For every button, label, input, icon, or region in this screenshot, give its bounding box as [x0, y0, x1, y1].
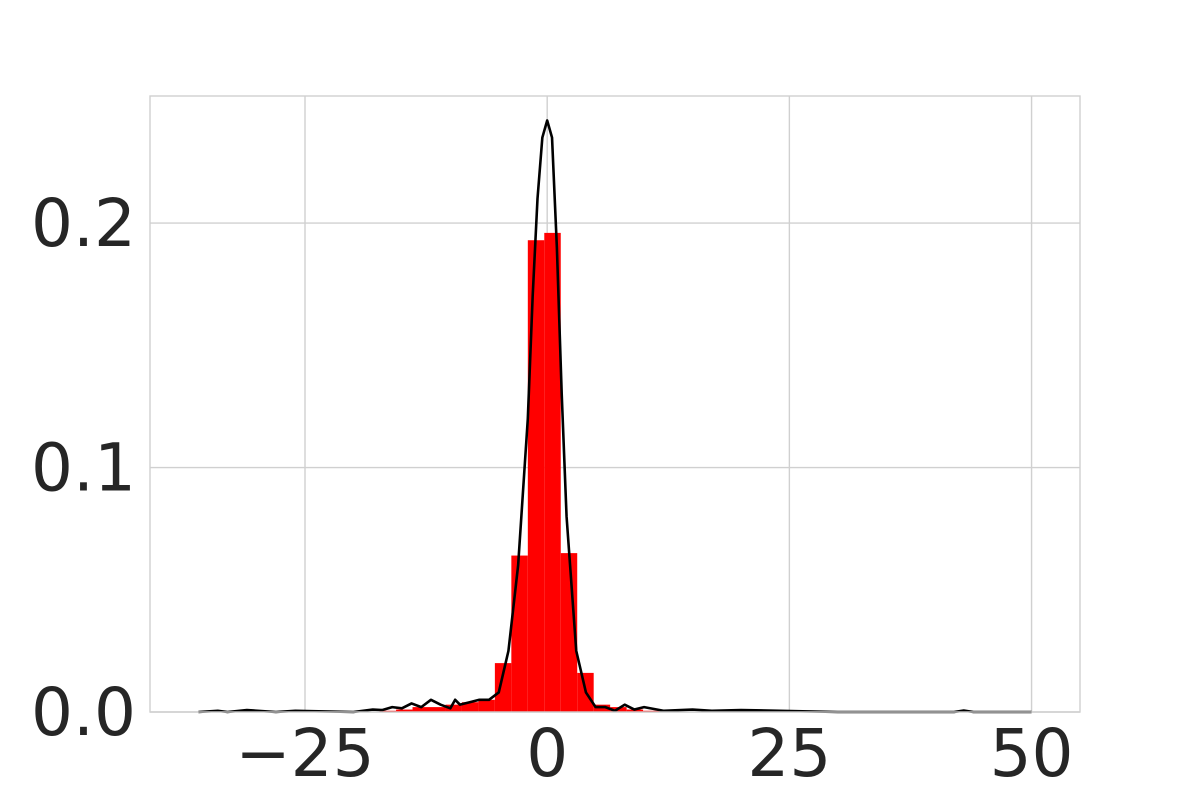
histogram-bar: [544, 232, 561, 712]
y-tick-label: 0.1: [31, 430, 136, 507]
x-tick-labels: −25 0 25 50: [235, 715, 1073, 792]
histogram-bar: [461, 702, 479, 712]
grid: [150, 96, 1080, 713]
histogram-bar: [429, 707, 446, 712]
y-tick-label: 0.2: [31, 185, 136, 262]
y-tick-labels: 0.0 0.1 0.2: [31, 185, 136, 751]
histogram-bar: [527, 240, 545, 712]
density-curve-layer: [198, 119, 1032, 714]
histogram-bar: [478, 699, 495, 712]
histogram-bar: [511, 555, 528, 712]
plot-frame: [149, 95, 1081, 713]
x-tick-label: 25: [747, 715, 831, 792]
histogram-bar: [396, 709, 413, 712]
histogram-bar: [445, 704, 462, 712]
x-tick-label: 50: [990, 715, 1074, 792]
y-tick-label: 0.0: [31, 674, 136, 751]
histogram-bars: [379, 232, 660, 712]
x-tick-label: 0: [526, 715, 568, 792]
histogram-bar: [412, 707, 429, 712]
histogram-bar: [494, 663, 512, 712]
x-tick-label: −25: [235, 715, 374, 792]
density-curve: [198, 119, 1032, 714]
